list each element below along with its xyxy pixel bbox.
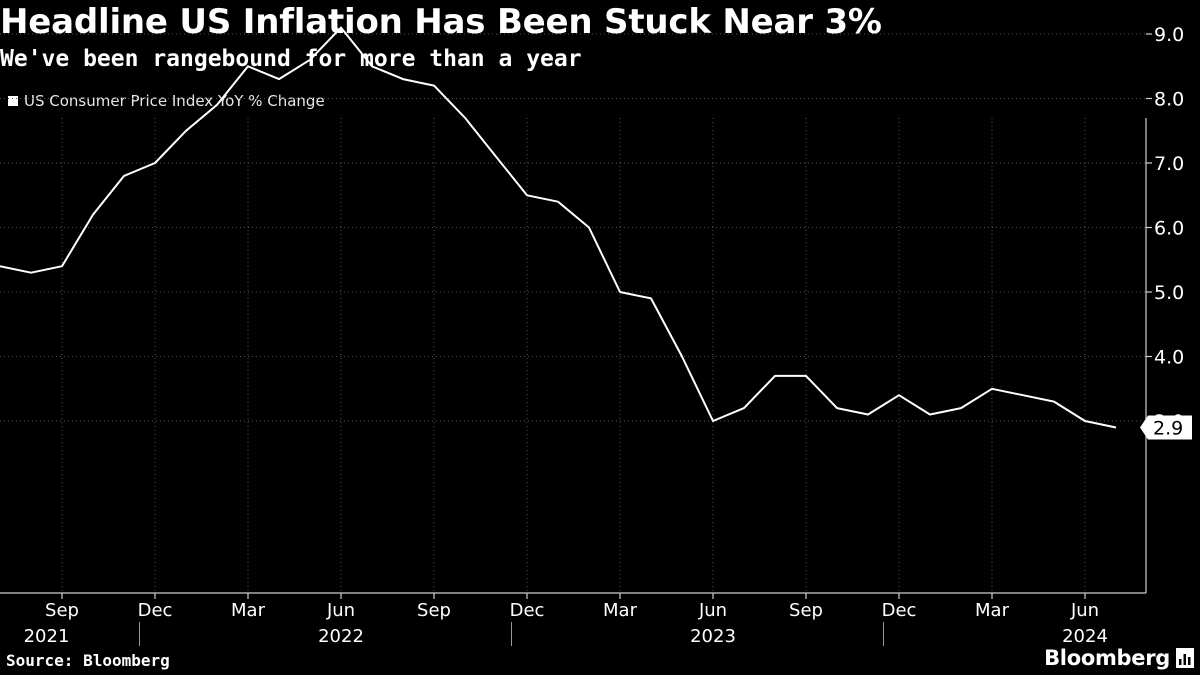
source-note: Source: Bloomberg [6, 651, 170, 670]
data-point [247, 65, 249, 67]
data-point [526, 194, 528, 196]
x-month-label: Sep [789, 600, 823, 621]
data-point [805, 375, 807, 377]
data-point [681, 356, 683, 358]
data-point [1053, 401, 1055, 403]
data-point [216, 104, 218, 106]
data-point [309, 59, 311, 61]
x-month-label: Dec [510, 600, 545, 621]
y-tick-label: 4.0 [1154, 347, 1184, 369]
data-point [371, 65, 373, 67]
data-point [433, 85, 435, 87]
data-point [278, 78, 280, 80]
chart-title: Headline US Inflation Has Been Stuck Nea… [0, 2, 882, 42]
x-month-label: Mar [975, 600, 1010, 621]
data-point [836, 407, 838, 409]
data-point [92, 214, 94, 216]
y-tick-label: 8.0 [1154, 89, 1184, 111]
data-point [61, 265, 63, 267]
x-month-label: Dec [882, 600, 917, 621]
y-tick-label: 7.0 [1154, 153, 1184, 175]
data-point [185, 130, 187, 132]
last-value-callout [1140, 415, 1192, 440]
data-point [495, 156, 497, 158]
y-tick-label: 9.0 [1154, 24, 1184, 46]
x-year-label: 2022 [318, 626, 364, 647]
x-month-label: Jun [698, 600, 727, 621]
data-point [30, 272, 32, 274]
data-point [340, 27, 342, 29]
data-point [960, 407, 962, 409]
data-point [650, 297, 652, 299]
x-month-label: Dec [138, 600, 173, 621]
x-month-label: Jun [326, 600, 355, 621]
data-point [557, 201, 559, 203]
x-month-label: Mar [603, 600, 638, 621]
legend-swatch [8, 96, 18, 106]
x-year-label: 2021 [24, 626, 70, 647]
data-point [402, 78, 404, 80]
chart-subtitle: We've been rangebound for more than a ye… [0, 46, 582, 72]
bloomberg-chart-icon [1176, 648, 1194, 668]
brand-logo-text: Bloomberg [1044, 646, 1170, 670]
last-value-label: 2.9 [1153, 417, 1183, 439]
data-point [712, 420, 714, 422]
data-point [619, 291, 621, 293]
y-tick-label: 6.0 [1154, 218, 1184, 240]
data-point [898, 394, 900, 396]
data-point [1084, 420, 1086, 422]
y-tick-label: 5.0 [1154, 282, 1184, 304]
data-point [774, 375, 776, 377]
x-month-label: Mar [231, 600, 266, 621]
x-month-label: Sep [45, 600, 79, 621]
data-point [154, 162, 156, 164]
x-year-label: 2023 [690, 626, 736, 647]
data-point [464, 117, 466, 119]
x-month-label: Sep [417, 600, 451, 621]
legend: US Consumer Price Index YoY % Change [8, 92, 325, 110]
data-point [867, 414, 869, 416]
data-point [743, 407, 745, 409]
data-point [1022, 394, 1024, 396]
x-month-label: Jun [1070, 600, 1099, 621]
data-point [588, 227, 590, 229]
x-year-label: 2024 [1062, 626, 1108, 647]
data-point [1115, 426, 1117, 428]
data-point [991, 388, 993, 390]
legend-label: US Consumer Price Index YoY % Change [24, 92, 325, 110]
data-point [929, 414, 931, 416]
cpi-series-line [0, 26, 1117, 429]
data-point [123, 175, 125, 177]
